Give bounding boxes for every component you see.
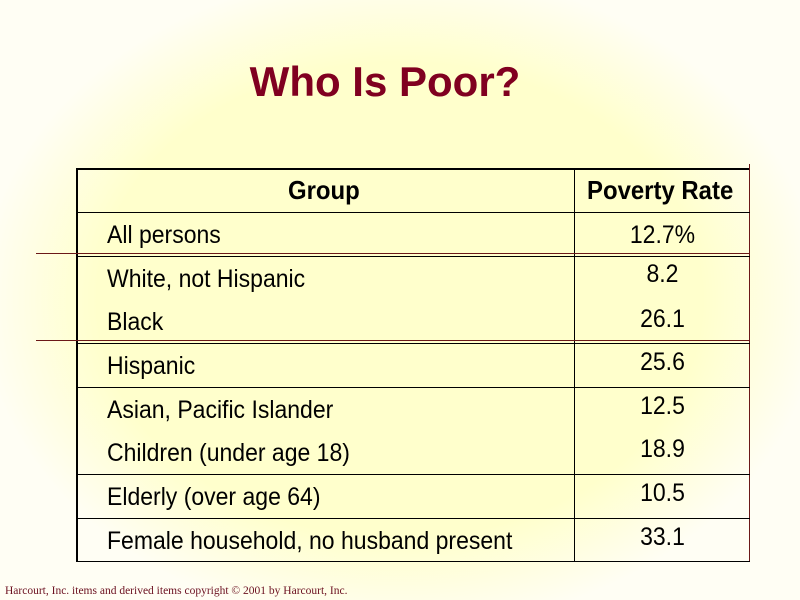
header-divider [76,212,750,213]
header-group: Group [288,175,360,205]
table-left-border [76,168,78,562]
section-divider-red [36,340,750,341]
column-divider [574,168,575,562]
row-poverty-rate: 25.6 [640,348,685,376]
row-group-label: Female household, no husband present [107,527,513,555]
row-group-label: All persons [107,221,221,249]
row-group-label: Black [107,308,164,336]
row-divider [76,387,750,388]
row-divider [76,518,750,519]
row-divider [76,474,750,475]
row-group-label: Hispanic [107,352,196,380]
row-group-label: White, not Hispanic [107,265,306,293]
table-right-border [749,164,750,562]
table-top-border [76,168,750,170]
copyright-footer: Harcourt, Inc. items and derived items c… [5,585,348,597]
row-poverty-rate: 26.1 [640,305,685,333]
header-poverty-rate: Poverty Rate [587,175,734,205]
row-poverty-rate: 18.9 [640,435,685,463]
poverty-rate-table: Group Poverty Rate All persons White, no… [36,164,750,562]
row-group-label: Children (under age 18) [107,439,350,467]
section-divider [76,256,750,257]
row-poverty-rate: 12.5 [640,392,685,420]
section-divider-red [36,253,750,254]
row-poverty-rate: 8.2 [646,260,679,288]
table-bottom-border [76,561,750,562]
row-poverty-rate: 12.7% [629,221,696,249]
slide-title: Who Is Poor? [249,58,521,105]
row-group-label: Elderly (over age 64) [107,483,321,511]
row-poverty-rate: 33.1 [640,523,685,551]
section-divider [76,343,750,344]
row-group-label: Asian, Pacific Islander [107,396,334,424]
row-poverty-rate: 10.5 [640,479,685,507]
